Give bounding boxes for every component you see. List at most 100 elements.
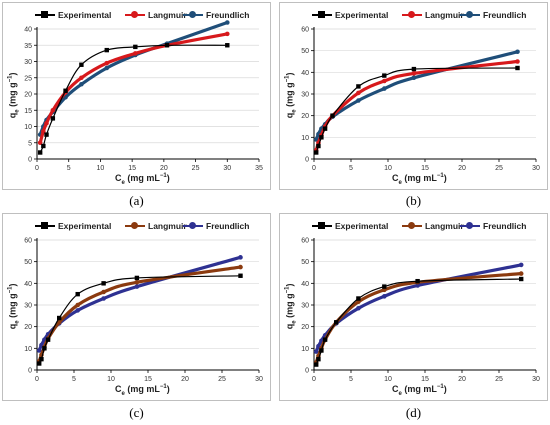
data-point-langmuir (75, 302, 80, 308)
circle-marker-icon (189, 222, 196, 229)
data-point-freundlich (104, 65, 110, 71)
series-line-experimental (315, 67, 519, 154)
plot-area: 0 5 10 15 20 25 30 0 10 20 30 40 50 60 (301, 27, 540, 173)
data-point-experimental (63, 88, 68, 93)
legend-freundlich: Freundlich (460, 219, 526, 233)
chart-panel-d: Experimental Langmuir Freundlich 0 5 10 15 2… (279, 213, 548, 401)
y-tick-label: 10 (24, 124, 32, 131)
x-tick-label: 5 (349, 165, 353, 172)
data-point-freundlich (515, 49, 520, 55)
data-point-freundlich (79, 81, 84, 87)
data-point-experimental (57, 315, 62, 321)
data-point-experimental (415, 278, 420, 284)
data-point-experimental (164, 43, 170, 48)
circle-marker-icon (131, 11, 138, 18)
data-point-freundlich (415, 283, 420, 288)
data-point-langmuir (133, 51, 138, 56)
data-point-experimental (75, 291, 80, 297)
y-tick-label: 50 (24, 259, 32, 266)
x-tick-label: 30 (223, 165, 231, 172)
data-point-freundlich (411, 75, 417, 81)
data-point-experimental (42, 346, 47, 351)
square-marker-icon (318, 11, 325, 18)
y-axis-title: qe (mg g−1) (7, 283, 21, 330)
plot-area: 0 5 10 15 20 25 30 0 10 20 30 40 50 60 (24, 238, 263, 384)
y-axis-title: qe (mg g−1) (7, 72, 21, 119)
data-point-langmuir (50, 107, 56, 113)
series-line-experimental (38, 275, 242, 365)
series-line-langmuir (38, 32, 229, 145)
data-point-experimental (322, 126, 328, 131)
x-axis-title: Ce (mg mL−1) (392, 384, 447, 397)
data-point-langmuir (238, 264, 243, 270)
data-point-experimental (104, 47, 109, 53)
data-point-langmuir (44, 120, 49, 126)
y-tick-label: 40 (301, 70, 309, 77)
y-tick-label: 30 (301, 92, 309, 99)
x-tick-label: 25 (495, 376, 503, 383)
legend-experimental: Experimental (312, 219, 388, 233)
data-point-experimental (319, 348, 324, 353)
y-tick-label: 10 (301, 135, 309, 142)
circle-marker-icon (466, 11, 473, 18)
x-tick-label: 10 (384, 376, 392, 383)
y-tick-label: 20 (24, 324, 32, 331)
data-point-experimental (101, 281, 106, 286)
data-point-experimental (134, 275, 140, 281)
legend-langmuir: Langmuir (402, 8, 464, 22)
circle-marker-icon (408, 11, 415, 18)
y-tick-label: 30 (24, 59, 32, 66)
y-tick-label: 60 (301, 27, 309, 34)
x-tick-label: 30 (255, 376, 263, 383)
data-point-freundlich (382, 294, 387, 299)
series-line-freundlich (314, 263, 523, 354)
x-tick-label: 35 (255, 165, 263, 172)
square-marker-icon (41, 222, 48, 229)
data-point-experimental (411, 66, 417, 72)
circle-marker-icon (408, 222, 415, 229)
data-point-experimental (41, 143, 46, 149)
data-point-experimental (519, 276, 524, 282)
caption-a: (a) (129, 193, 144, 208)
square-marker-icon (41, 11, 48, 18)
y-tick-label: 35 (24, 43, 32, 50)
data-point-langmuir (411, 71, 417, 76)
x-tick-label: 0 (35, 376, 39, 383)
series-line-experimental (315, 278, 522, 366)
data-point-freundlich (356, 98, 361, 103)
data-point-langmuir (356, 90, 361, 96)
data-point-freundlich (36, 348, 42, 353)
data-point-langmuir (518, 271, 524, 276)
data-point-freundlich (238, 255, 243, 260)
data-point-experimental (39, 356, 44, 362)
chart-panel-a: Experimental Langmuir Freundlich 0 5 10 15 2… (2, 2, 271, 190)
x-tick-label: 0 (35, 165, 39, 172)
x-axis-title: Ce (mg mL−1) (392, 173, 447, 186)
data-point-experimental (334, 320, 339, 325)
legend-langmuir: Langmuir (402, 219, 464, 233)
plot-area: 0 5 10 15 20 25 30 0 10 20 30 40 50 60 (301, 238, 540, 384)
data-point-experimental (133, 44, 138, 50)
plot-area: 0 5 10 15 20 25 30 35 0 5 10 15 20 25 30 35 40 (24, 20, 263, 172)
y-tick-label: 50 (301, 48, 309, 55)
y-tick-label: 30 (24, 303, 32, 310)
legend-experimental: Experimental (312, 8, 388, 22)
x-tick-label: 5 (72, 376, 76, 383)
legend-freundlich: Freundlich (183, 8, 249, 22)
y-axis-title: qe (mg g−1) (284, 283, 298, 330)
circle-marker-icon (189, 11, 196, 18)
data-point-experimental (50, 116, 56, 121)
data-point-langmuir (101, 289, 106, 295)
legend: Experimental Langmuir Freundlich (3, 8, 270, 22)
x-tick-label: 20 (181, 376, 189, 383)
circle-marker-icon (466, 222, 473, 229)
data-point-langmuir (382, 78, 387, 84)
data-point-experimental (314, 150, 319, 155)
legend: Experimental Langmuir Freundlich (280, 219, 547, 233)
data-point-experimental (330, 113, 335, 118)
data-point-langmuir (79, 75, 84, 81)
x-tick-label: 25 (218, 376, 226, 383)
y-tick-label: 20 (301, 324, 309, 331)
data-point-freundlich (313, 349, 319, 354)
x-tick-label: 30 (532, 165, 540, 172)
